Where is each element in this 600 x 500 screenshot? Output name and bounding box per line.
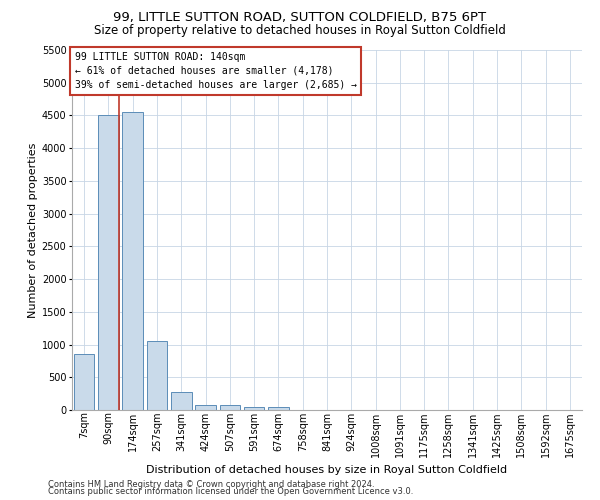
Text: Contains HM Land Registry data © Crown copyright and database right 2024.: Contains HM Land Registry data © Crown c… — [48, 480, 374, 489]
Bar — [195, 405, 216, 410]
Bar — [122, 112, 143, 410]
Bar — [244, 406, 265, 410]
Text: 99, LITTLE SUTTON ROAD, SUTTON COLDFIELD, B75 6PT: 99, LITTLE SUTTON ROAD, SUTTON COLDFIELD… — [113, 11, 487, 24]
Bar — [74, 354, 94, 410]
Bar — [268, 406, 289, 410]
Bar — [98, 116, 119, 410]
Text: Size of property relative to detached houses in Royal Sutton Coldfield: Size of property relative to detached ho… — [94, 24, 506, 37]
Text: 99 LITTLE SUTTON ROAD: 140sqm
← 61% of detached houses are smaller (4,178)
39% o: 99 LITTLE SUTTON ROAD: 140sqm ← 61% of d… — [74, 52, 356, 90]
Y-axis label: Number of detached properties: Number of detached properties — [28, 142, 38, 318]
Bar — [220, 405, 240, 410]
Bar — [146, 342, 167, 410]
Text: Contains public sector information licensed under the Open Government Licence v3: Contains public sector information licen… — [48, 487, 413, 496]
X-axis label: Distribution of detached houses by size in Royal Sutton Coldfield: Distribution of detached houses by size … — [146, 465, 508, 475]
Bar — [171, 392, 191, 410]
